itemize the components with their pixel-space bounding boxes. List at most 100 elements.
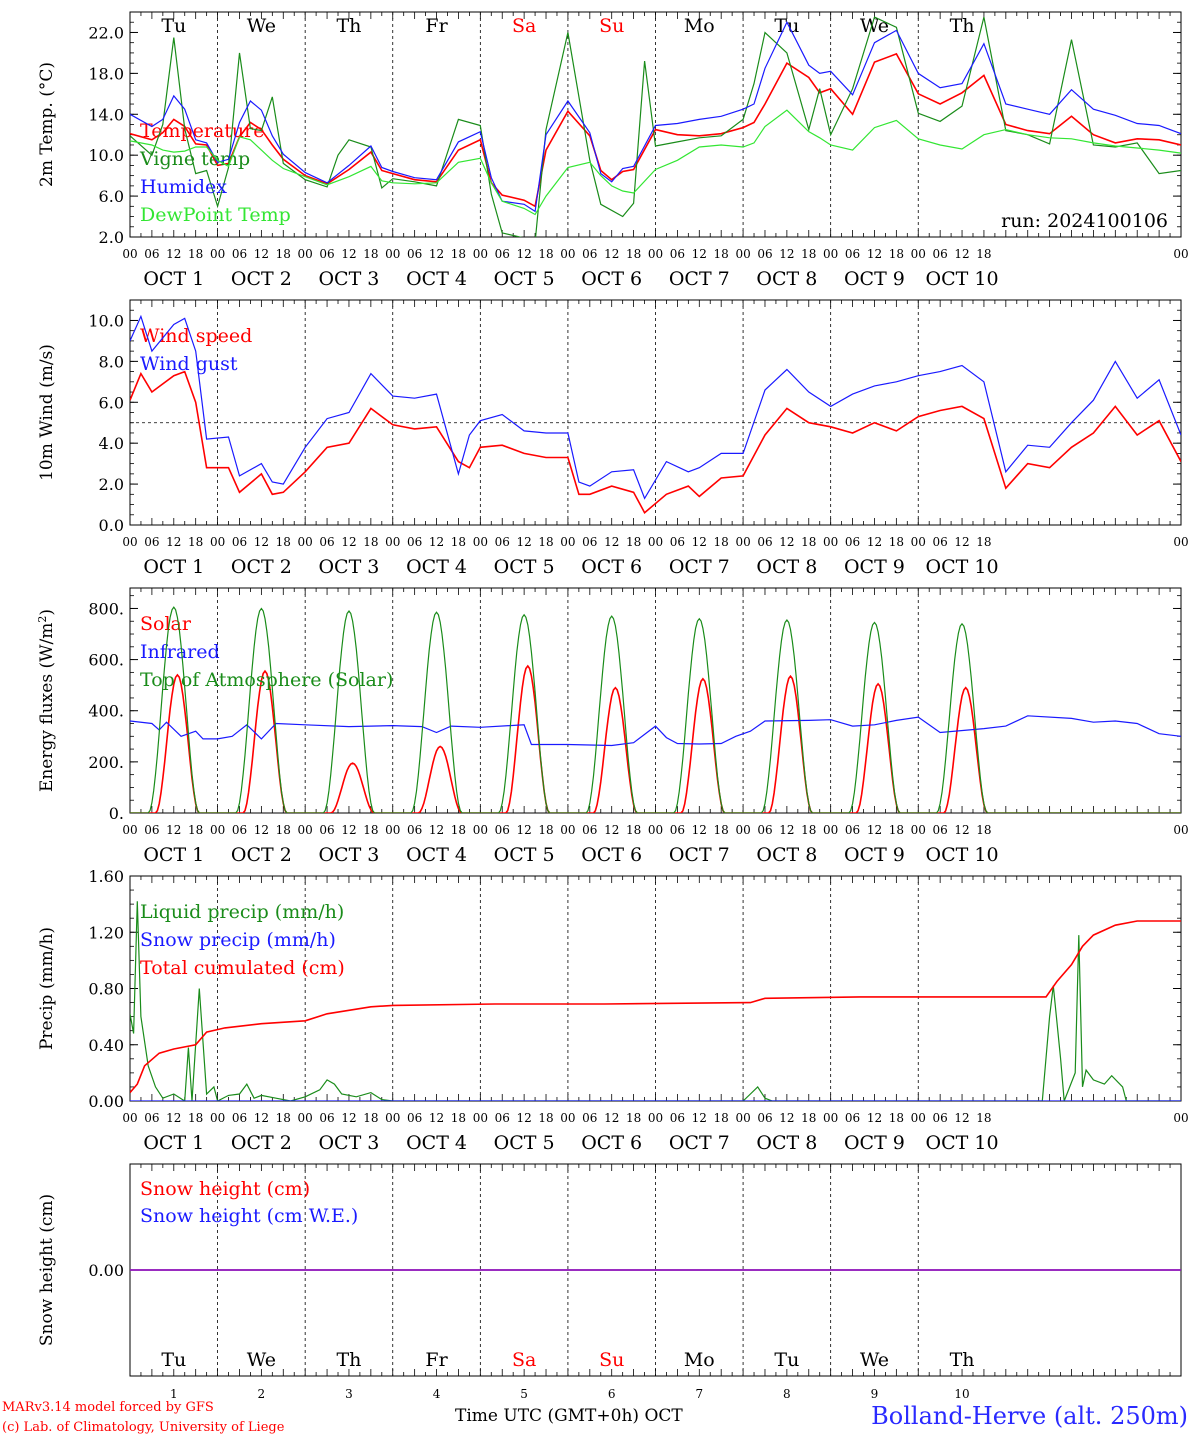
hour-tick-label: 00 [735,1111,750,1125]
hour-tick-label: 06 [495,247,510,261]
y-tick-label: 1.20 [88,923,124,942]
time-axis-title: Time UTC (GMT+0h) OCT [455,1406,683,1426]
hour-tick-label: 06 [670,823,685,837]
date-label: OCT 9 [844,268,905,290]
series-line-green [130,16,1181,237]
hour-tick-label: 00 [1173,1111,1188,1125]
series-line-green [130,901,1181,1101]
hour-tick-label: 06 [232,1111,247,1125]
hour-tick-label: 12 [604,1111,619,1125]
hour-tick-label: 06 [757,535,772,549]
plot-frame-wind [129,299,1182,526]
y-tick-label: 18.0 [88,64,124,83]
hour-tick-label: 00 [823,823,838,837]
y-tick-label: 10.0 [88,311,124,330]
hour-tick-label: 00 [560,247,575,261]
day-number-label: 9 [871,1387,879,1401]
hour-tick-label: 00 [560,1111,575,1125]
hour-tick-label: 12 [429,1111,444,1125]
day-number-label: 3 [345,1387,353,1401]
hour-tick-label: 18 [538,823,553,837]
series-line-lightgreen [130,109,1181,216]
hour-tick-label: 06 [319,535,334,549]
y-tick-label: 22.0 [88,23,124,42]
series-line-blue [130,715,1181,747]
y-tick-label: 6.0 [99,393,124,412]
series-line-red [130,920,1181,1094]
run-label: run: 2024100106 [1001,210,1168,232]
hour-tick-label: 12 [341,823,356,837]
date-label: OCT 1 [143,844,204,866]
hour-tick-label: 18 [976,247,991,261]
legend-entry: Solar [140,613,192,635]
hour-tick-label: 12 [254,535,269,549]
credit-model: MARv3.14 model forced by GFS [2,1400,214,1415]
hour-tick-label: 12 [429,535,444,549]
hour-tick-label: 12 [166,247,181,261]
hour-tick-label: 00 [648,1111,663,1125]
series-line-red [130,370,1181,514]
date-label: OCT 4 [406,844,467,866]
hour-tick-label: 00 [210,247,225,261]
y-axis-label-temp: 2m Temp. (°C) [37,62,57,187]
y-tick-label: 0.80 [88,980,124,999]
hour-tick-label: 00 [911,1111,926,1125]
weekday-label: Su [599,1349,624,1371]
hour-tick-label: 18 [889,1111,904,1125]
hour-tick-label: 00 [911,247,926,261]
hour-tick-label: 18 [451,823,466,837]
hour-tick-label: 18 [626,1111,641,1125]
weekday-label: Sa [512,15,536,37]
hour-tick-label: 18 [538,1111,553,1125]
hour-tick-label: 06 [933,535,948,549]
series-line-red [130,52,1181,208]
hour-tick-label: 00 [560,535,575,549]
date-label: OCT 10 [926,268,999,290]
date-label: OCT 5 [494,268,555,290]
hour-tick-label: 12 [954,535,969,549]
y-tick-label: 4.0 [99,434,124,453]
hour-tick-label: 18 [451,247,466,261]
y-axis-label-precip: Precip (mm/h) [37,927,57,1050]
hour-tick-label: 18 [626,535,641,549]
hour-tick-label: 12 [867,535,882,549]
series-line-blue [130,20,1181,213]
hour-tick-label: 12 [604,535,619,549]
hour-tick-label: 06 [319,823,334,837]
hour-tick-label: 12 [166,1111,181,1125]
hour-tick-label: 12 [779,1111,794,1125]
hour-tick-label: 06 [582,535,597,549]
hour-tick-label: 06 [495,1111,510,1125]
hour-tick-label: 06 [232,823,247,837]
legend-entry: Liquid precip (mm/h) [140,901,344,923]
legend-entry: DewPoint Temp [140,204,291,226]
hour-tick-label: 12 [867,823,882,837]
hour-tick-label: 18 [538,535,553,549]
weekday-label: We [860,1349,889,1371]
date-label: OCT 9 [844,556,905,578]
hour-tick-label: 00 [648,535,663,549]
weekday-label: Fr [425,15,448,37]
hour-tick-label: 18 [188,535,203,549]
date-label: OCT 2 [231,1132,292,1154]
y-tick-label: 0.00 [88,1092,124,1111]
hour-tick-label: 06 [757,247,772,261]
hour-tick-label: 06 [845,535,860,549]
hour-tick-label: 12 [254,247,269,261]
hour-tick-label: 18 [451,535,466,549]
hour-tick-label: 12 [692,1111,707,1125]
y-tick-label: 2.0 [99,228,124,247]
weekday-label: Tu [774,15,799,37]
legend-entry: Humidex [140,176,227,198]
time-axis-label: Time UTC (GMT+0h) [455,1406,640,1426]
hour-tick-label: 06 [933,1111,948,1125]
hour-tick-label: 18 [801,1111,816,1125]
hour-tick-label: 12 [429,823,444,837]
day-number-label: 8 [783,1387,791,1401]
y-tick-label: 200. [88,753,124,772]
y-tick-label: 0.0 [99,516,124,535]
hour-tick-label: 06 [407,247,422,261]
hour-tick-label: 18 [714,535,729,549]
hour-tick-label: 12 [166,823,181,837]
date-label: OCT 6 [581,844,642,866]
